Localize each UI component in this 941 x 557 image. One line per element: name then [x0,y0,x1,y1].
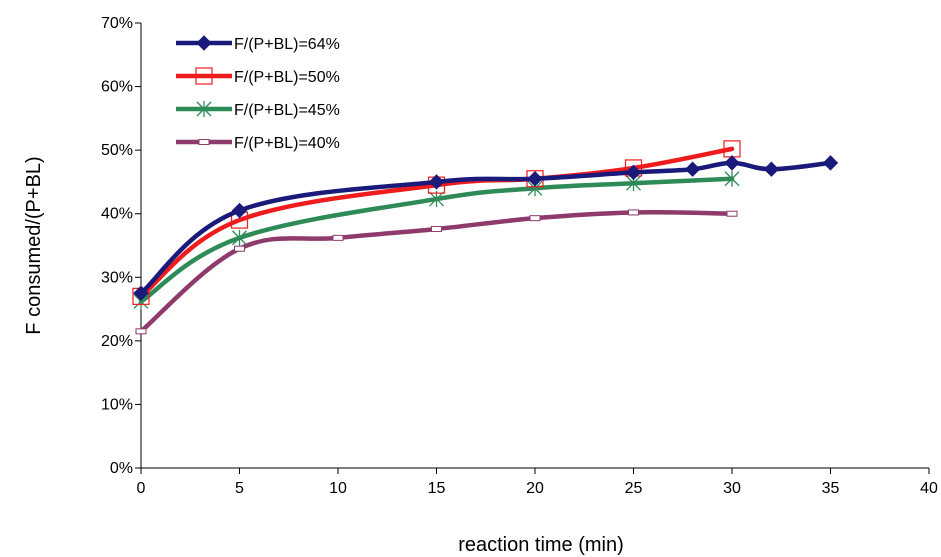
x-axis-title: reaction time (min) [458,534,624,556]
x-tick-label: 40 [920,480,938,497]
data-point [431,225,442,232]
data-point [724,170,740,187]
data-point [232,229,247,246]
series-group [132,140,741,305]
y-axis-title: F consumed/(P+BL) [23,156,45,334]
x-tick-label: 35 [822,480,840,497]
data-point [724,155,740,171]
series [132,140,839,335]
legend-item: F/(P+BL)=50% [176,67,340,86]
legend-label: F/(P+BL)=45% [234,102,340,119]
data-point [198,139,210,145]
x-tick-label: 0 [137,480,146,497]
x-tick-label: 15 [428,480,446,497]
y-tick-label: 30% [101,269,133,286]
data-point [429,191,444,208]
data-point [527,171,543,187]
legend-label: F/(P+BL)=40% [234,135,340,152]
y-tick-label: 20% [101,333,133,350]
legend-item: F/(P+BL)=64% [176,35,340,53]
y-tick-label: 70% [101,15,133,32]
data-point [684,161,701,177]
series-group [133,170,740,310]
series-line [138,160,833,296]
ticks: 0% 10% 20% 30% 40% 50% 60% 70% 0 5 10 15 20 25 30 35 40 [101,15,938,497]
data-point [726,210,738,217]
data-point [231,202,248,219]
data-point [196,101,212,117]
y-tick-label: 60% [101,79,133,96]
data-point [529,215,541,222]
x-tick-label: 30 [723,480,741,497]
y-tick-label: 0% [110,460,133,477]
y-tick-label: 40% [101,206,133,223]
data-point [428,174,445,190]
data-point [195,67,213,85]
data-point [196,35,212,51]
series-group [135,209,738,335]
legend-label: F/(P+BL)=64% [234,36,340,53]
x-tick-label: 20 [526,480,544,497]
legend-label: F/(P+BL)=50% [234,69,340,86]
data-point [628,209,639,216]
legend-item: F/(P+BL)=45% [176,101,340,119]
data-point [625,164,642,181]
data-point [332,234,344,241]
x-tick-label: 10 [329,480,347,497]
legend: F/(P+BL)=64% F/(P+BL)=50% F/(P+BL)=45% F/(P… [176,35,340,152]
data-point [763,161,780,177]
y-tick-label: 50% [101,142,133,159]
legend-item: F/(P+BL)=40% [176,135,340,152]
data-point [133,285,149,301]
x-tick-label: 5 [235,480,244,497]
data-point [135,328,147,335]
y-tick-label: 10% [101,396,133,413]
data-point [822,155,839,171]
data-point [234,245,245,252]
axes [140,23,929,469]
x-tick-label: 25 [625,480,643,497]
series-group [133,155,839,301]
